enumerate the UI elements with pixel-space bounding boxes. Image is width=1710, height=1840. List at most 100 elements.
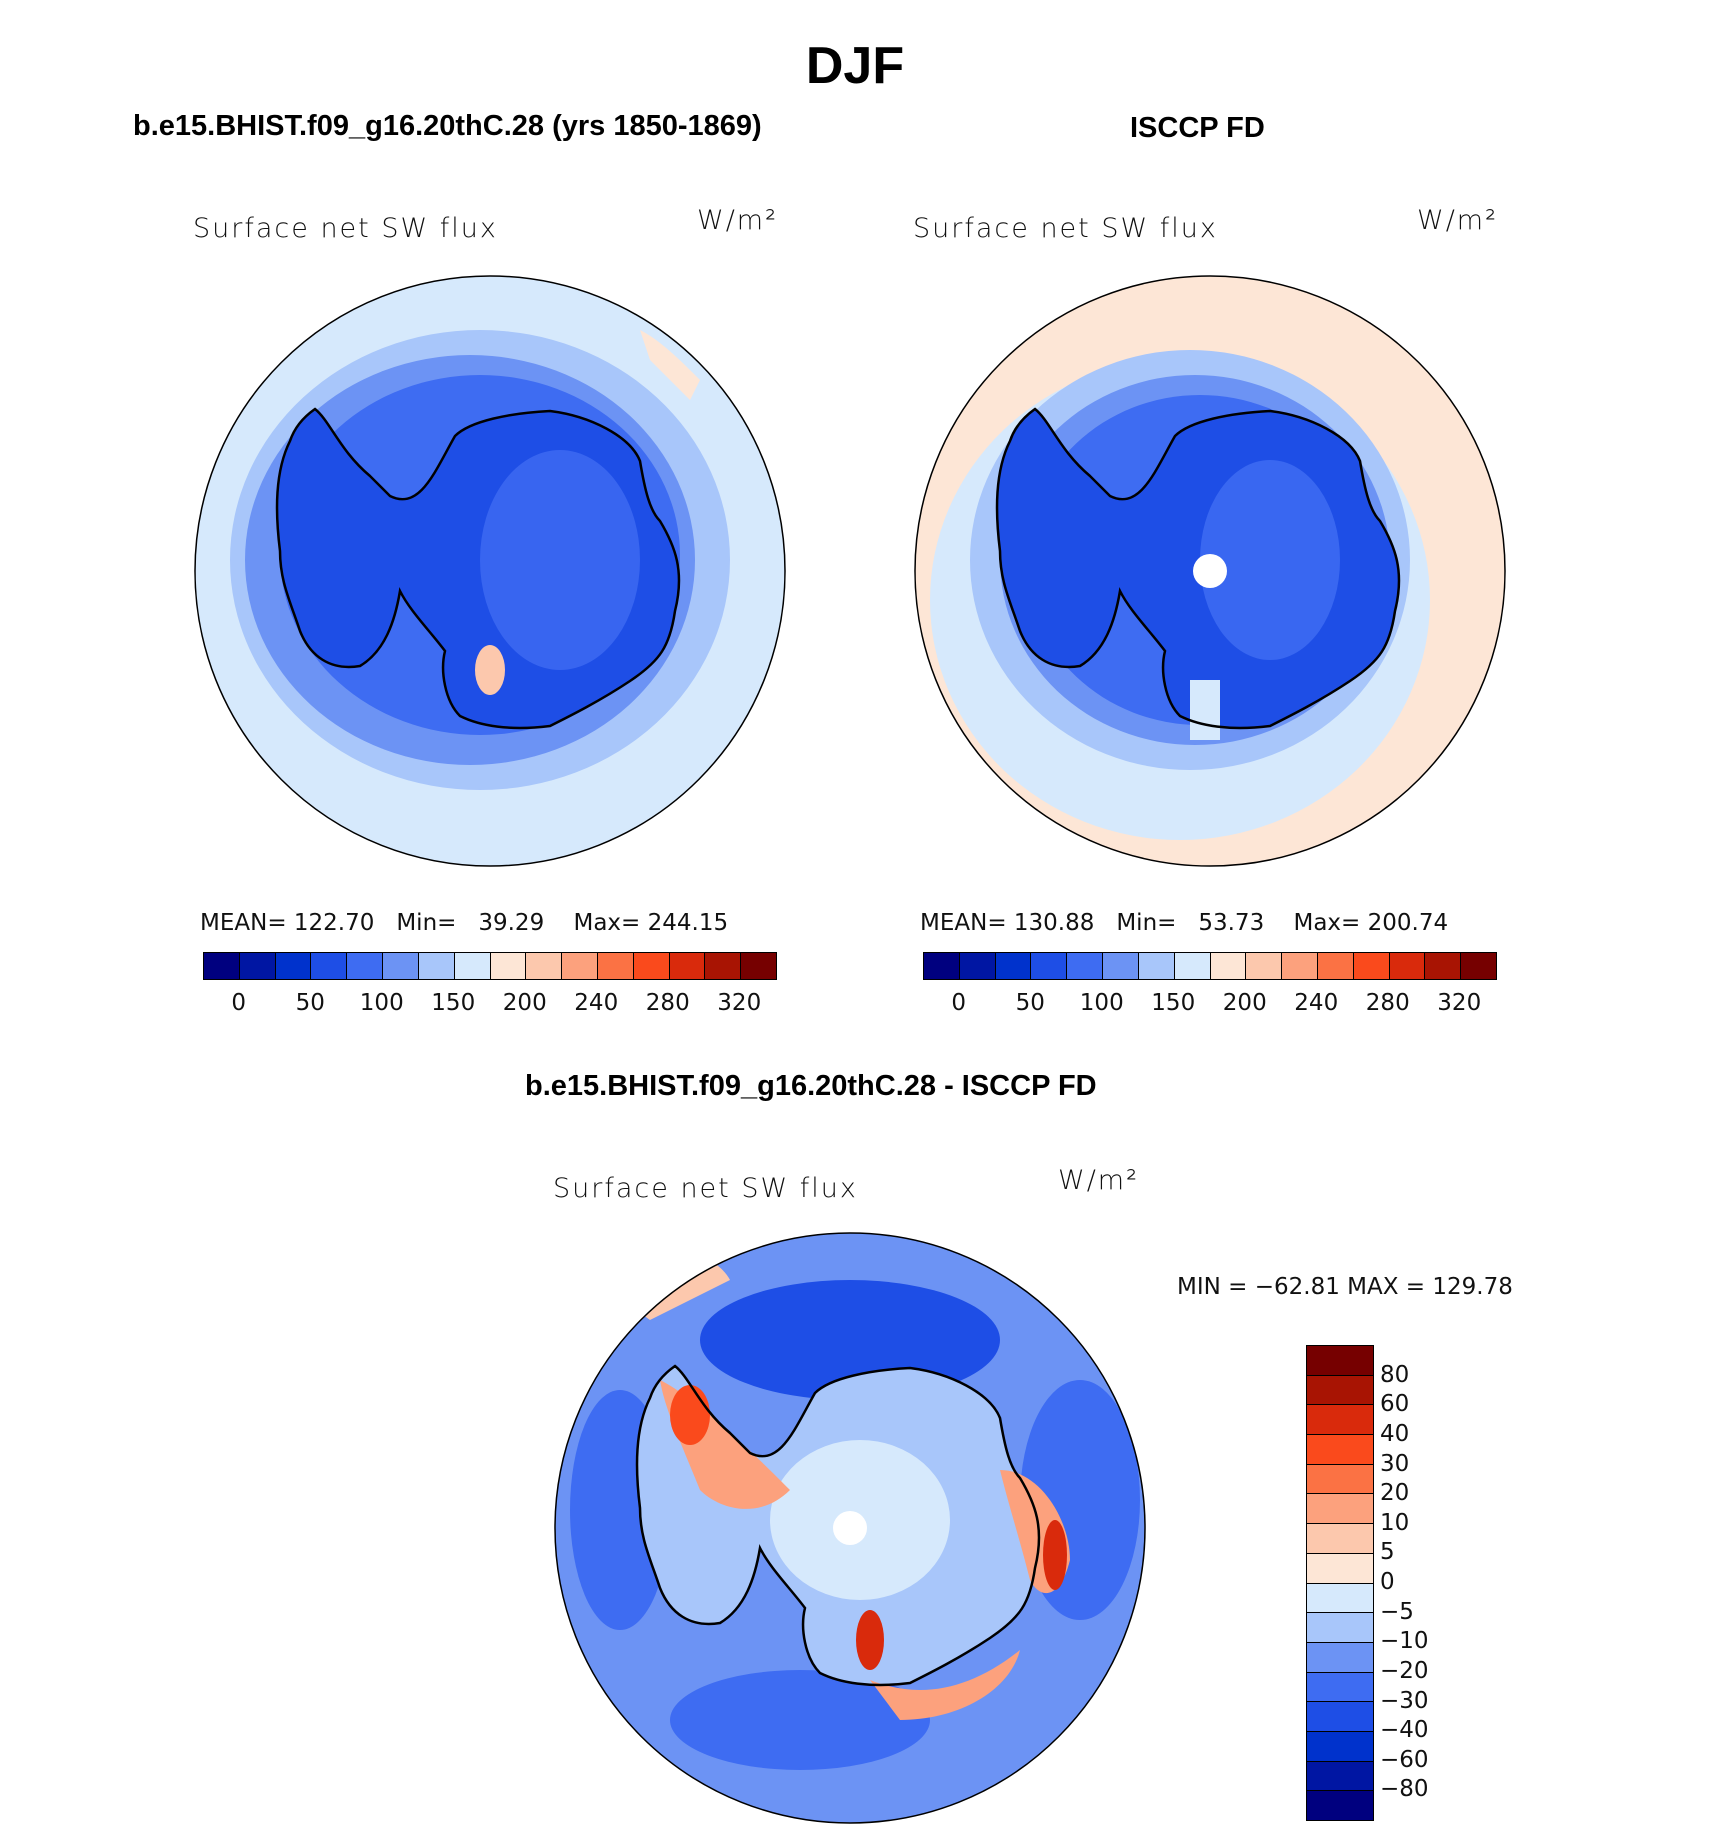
colorbar-tick-label: 0 — [951, 990, 967, 1016]
colorbar-swatch — [1307, 1435, 1373, 1465]
colorbar-swatch — [1353, 953, 1390, 979]
diff-minmax-label: MIN = −62.81 MAX = 129.78 — [1177, 1274, 1513, 1300]
colorbar-swatch — [669, 953, 706, 979]
colorbar-swatch — [454, 953, 491, 979]
colorbar-tick-label: 5 — [1380, 1539, 1395, 1566]
colorbar-tick-label: −80 — [1380, 1776, 1429, 1803]
right-max-label: Max= — [1293, 910, 1361, 936]
colorbar-swatch — [1307, 1583, 1373, 1614]
colorbar-swatch — [311, 953, 348, 979]
colorbar-swatch — [1307, 1464, 1373, 1495]
colorbar-swatch — [633, 953, 670, 979]
colorbar-tick-label: 0 — [231, 990, 247, 1016]
colorbar-swatch — [1307, 1761, 1373, 1792]
diff-colorbar-ticks: 80 60 40 30 20 10 5 0 −5 −10 −20 −30 −40 −60 −80 — [1380, 1345, 1470, 1819]
right-min-value: 53.73 — [1198, 910, 1265, 936]
left-max-value: 244.15 — [647, 910, 729, 936]
colorbar-tick-label: 10 — [1380, 1509, 1410, 1536]
right-units-label: W/m² — [1417, 205, 1498, 236]
colorbar-swatch — [705, 953, 742, 979]
colorbar-tick-label: 0 — [1380, 1569, 1395, 1595]
right-max-value: 200.74 — [1367, 910, 1449, 936]
diff-units-label: W/m² — [1058, 1165, 1139, 1196]
colorbar-swatch — [239, 953, 276, 979]
colorbar-tick-label: 100 — [1079, 990, 1124, 1016]
colorbar-tick-label: 150 — [431, 990, 476, 1016]
diff-map-border — [554, 1232, 1146, 1824]
right-stats: MEAN= 130.88 Min= 53.73 Max= 200.74 — [920, 910, 1448, 936]
colorbar-swatch — [995, 953, 1032, 979]
colorbar-tick-label: 280 — [645, 990, 690, 1016]
colorbar-swatch — [1307, 1553, 1373, 1584]
colorbar-swatch — [1174, 953, 1211, 979]
diff-colorbar — [1306, 1345, 1374, 1821]
colorbar-swatch — [741, 953, 776, 979]
colorbar-tick-label: −5 — [1380, 1598, 1414, 1625]
left-min-value: 39.29 — [478, 910, 545, 936]
colorbar-tick-label: −30 — [1380, 1687, 1429, 1714]
diff-variable-label: Surface net SW flux — [553, 1173, 858, 1204]
colorbar-swatch — [1282, 953, 1318, 979]
colorbar-swatch — [1246, 953, 1283, 979]
colorbar-tick-label: 60 — [1380, 1391, 1410, 1418]
colorbar-swatch — [924, 953, 960, 979]
left-map — [195, 276, 785, 866]
colorbar-tick-label: 320 — [1437, 990, 1482, 1016]
colorbar-tick-label: 280 — [1365, 990, 1410, 1016]
colorbar-swatch — [1307, 1642, 1373, 1673]
right-mean-value: 130.88 — [1013, 910, 1095, 936]
left-mean-label: MEAN= — [200, 910, 287, 936]
colorbar-swatch — [490, 953, 527, 979]
colorbar-swatch — [1307, 1791, 1373, 1820]
left-stats: MEAN= 122.70 Min= 39.29 Max= 244.15 — [200, 910, 728, 936]
colorbar-tick-label: 50 — [1015, 990, 1045, 1016]
colorbar-swatch — [347, 953, 384, 979]
right-map-border — [914, 275, 1506, 867]
diff-pole-hole — [833, 1511, 867, 1545]
colorbar-tick-label: 320 — [717, 990, 762, 1016]
right-min-label: Min= — [1116, 910, 1177, 936]
right-mean-label: MEAN= — [920, 910, 1007, 936]
colorbar-swatch — [204, 953, 240, 979]
colorbar-swatch — [1425, 953, 1462, 979]
colorbar-swatch — [1317, 953, 1354, 979]
colorbar-tick-label: −60 — [1380, 1746, 1429, 1773]
colorbar-swatch — [562, 953, 598, 979]
colorbar-tick-label: −40 — [1380, 1717, 1429, 1744]
colorbar-tick-label: −10 — [1380, 1628, 1429, 1655]
colorbar-swatch — [1307, 1375, 1373, 1406]
colorbar-tick-label: 200 — [502, 990, 547, 1016]
colorbar-swatch — [1138, 953, 1175, 979]
colorbar-tick-label: 30 — [1380, 1450, 1410, 1477]
colorbar-swatch — [1307, 1346, 1373, 1376]
colorbar-swatch — [1307, 1613, 1373, 1643]
right-panel-title: ISCCP FD — [1130, 112, 1265, 144]
left-colorbar — [203, 952, 777, 980]
right-colorbar-ticks: 0 50 100 150 200 240 280 320 — [923, 990, 1495, 1020]
right-colorbar — [923, 952, 1497, 980]
colorbar-tick-label: 150 — [1151, 990, 1196, 1016]
colorbar-swatch — [526, 953, 563, 979]
colorbar-swatch — [275, 953, 312, 979]
colorbar-swatch — [1307, 1405, 1373, 1436]
colorbar-swatch — [383, 953, 419, 979]
colorbar-swatch — [597, 953, 634, 979]
colorbar-tick-label: 240 — [1294, 990, 1339, 1016]
left-variable-label: Surface net SW flux — [193, 213, 498, 244]
left-panel-title: b.e15.BHIST.f09_g16.20thC.28 (yrs 1850-1… — [133, 110, 762, 142]
colorbar-tick-label: 20 — [1380, 1480, 1410, 1507]
colorbar-swatch — [1307, 1494, 1373, 1525]
colorbar-swatch — [1103, 953, 1139, 979]
colorbar-tick-label: 80 — [1380, 1361, 1410, 1388]
colorbar-swatch — [1210, 953, 1247, 979]
colorbar-swatch — [1067, 953, 1104, 979]
left-max-label: Max= — [573, 910, 641, 936]
left-map-border — [194, 275, 786, 867]
colorbar-swatch — [1307, 1731, 1373, 1762]
colorbar-tick-label: 100 — [359, 990, 404, 1016]
colorbar-tick-label: 240 — [574, 990, 619, 1016]
left-units-label: W/m² — [697, 205, 778, 236]
colorbar-swatch — [1389, 953, 1426, 979]
right-variable-label: Surface net SW flux — [913, 213, 1218, 244]
colorbar-tick-label: −20 — [1380, 1657, 1429, 1684]
